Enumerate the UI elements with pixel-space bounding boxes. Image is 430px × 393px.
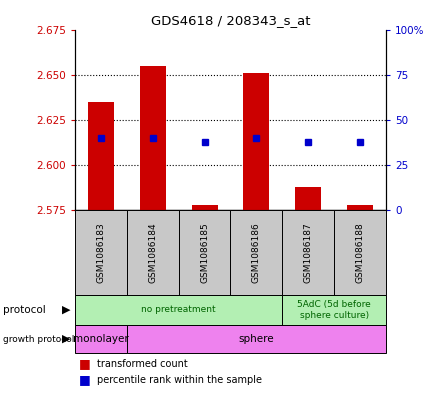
Text: transformed count: transformed count bbox=[97, 359, 187, 369]
Bar bbox=[178, 210, 230, 295]
Text: GSM1086185: GSM1086185 bbox=[200, 222, 209, 283]
Bar bbox=[126, 210, 178, 295]
Bar bbox=[230, 210, 282, 295]
Text: percentile rank within the sample: percentile rank within the sample bbox=[97, 375, 262, 385]
Text: ▶: ▶ bbox=[61, 305, 70, 315]
Title: GDS4618 / 208343_s_at: GDS4618 / 208343_s_at bbox=[150, 15, 310, 28]
Bar bbox=[75, 325, 126, 353]
Text: protocol: protocol bbox=[3, 305, 46, 315]
Text: ▶: ▶ bbox=[61, 334, 70, 344]
Text: sphere: sphere bbox=[238, 334, 273, 344]
Text: 5AdC (5d before
sphere culture): 5AdC (5d before sphere culture) bbox=[297, 300, 370, 320]
Bar bbox=[88, 102, 114, 210]
Text: ■: ■ bbox=[79, 357, 91, 370]
Bar bbox=[243, 73, 269, 210]
Text: GSM1086184: GSM1086184 bbox=[148, 222, 157, 283]
Bar bbox=[282, 210, 333, 295]
Text: no pretreatment: no pretreatment bbox=[141, 305, 215, 314]
Bar bbox=[75, 295, 282, 325]
Bar bbox=[282, 295, 385, 325]
Bar bbox=[191, 205, 217, 210]
Bar bbox=[75, 210, 126, 295]
Text: GSM1086183: GSM1086183 bbox=[96, 222, 105, 283]
Text: GSM1086187: GSM1086187 bbox=[303, 222, 312, 283]
Bar bbox=[139, 66, 165, 210]
Bar bbox=[346, 205, 372, 210]
Text: growth protocol: growth protocol bbox=[3, 334, 74, 343]
Text: GSM1086186: GSM1086186 bbox=[251, 222, 260, 283]
Text: monolayer: monolayer bbox=[73, 334, 129, 344]
Bar bbox=[295, 187, 320, 210]
Bar bbox=[126, 325, 385, 353]
Bar bbox=[333, 210, 385, 295]
Text: ■: ■ bbox=[79, 373, 91, 386]
Text: GSM1086188: GSM1086188 bbox=[355, 222, 364, 283]
